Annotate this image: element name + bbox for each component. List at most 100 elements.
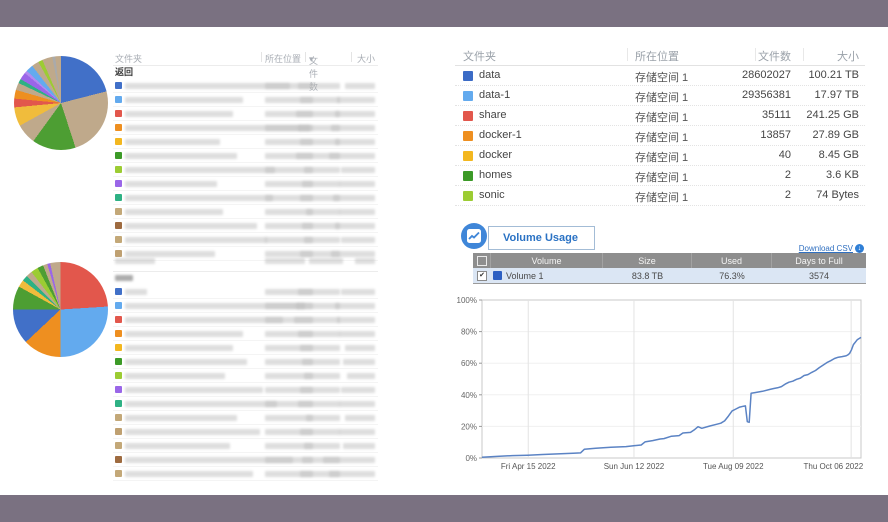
blurred-text (125, 111, 233, 117)
folder-color-icon (463, 191, 473, 201)
volume-checkbox[interactable]: ✔ (473, 268, 491, 283)
blurred-text (331, 251, 375, 257)
folder-size: 17.97 TB (814, 89, 859, 101)
header-filecount[interactable]: 文件数 (758, 51, 791, 63)
folder-location: 存储空间 1 (635, 172, 689, 184)
blurred-folder-row[interactable] (113, 219, 378, 233)
blurred-text (304, 167, 340, 173)
blurred-text (300, 139, 340, 145)
blurred-folder-row[interactable] (113, 411, 378, 425)
blurred-text (329, 471, 375, 477)
folder-color-icon (115, 302, 122, 309)
blurred-text (265, 209, 313, 215)
volume-usage-title: Volume Usage (503, 232, 578, 244)
blurred-folder-row[interactable] (113, 299, 378, 313)
blurred-folder-row[interactable] (113, 327, 378, 341)
header-location[interactable]: 所在位置 (635, 51, 679, 63)
header-volume[interactable]: Volume (491, 253, 603, 268)
pie-chart-bottom[interactable] (13, 262, 108, 357)
blurred-text (300, 429, 340, 435)
blurred-text (343, 443, 375, 449)
volume-row[interactable]: ✔ Volume 1 83.8 TB 76.3% 3574 (473, 268, 866, 284)
folder-row[interactable]: data 存储空间 1 28602027 100.21 TB (455, 66, 865, 86)
blurred-text (125, 139, 220, 145)
blurred-folder-row[interactable] (113, 341, 378, 355)
header-separator (755, 48, 756, 61)
download-csv-link[interactable]: Download CSV ↓ (799, 244, 864, 253)
folder-color-icon (115, 222, 122, 229)
header-folder[interactable]: 文件夹 (115, 54, 143, 64)
folder-name: share (479, 109, 507, 121)
blurred-folder-row[interactable] (113, 191, 378, 205)
blurred-text (125, 331, 243, 337)
volume-name-cell: Volume 1 (491, 268, 603, 283)
blurred-folder-row[interactable] (113, 79, 378, 93)
folder-name: data (479, 69, 501, 81)
folder-location: 存储空间 1 (635, 192, 689, 204)
folder-row[interactable]: homes 存储空间 1 2 3.6 KB (455, 166, 865, 186)
header-size[interactable]: Size (603, 253, 692, 268)
folder-row[interactable]: docker-1 存储空间 1 13857 27.89 GB (455, 126, 865, 146)
folder-size: 3.6 KB (825, 169, 859, 181)
volume-usage-icon (461, 223, 487, 249)
blurred-folder-row[interactable] (113, 177, 378, 191)
header-used[interactable]: Used (692, 253, 772, 268)
blurred-folder-row[interactable] (113, 163, 378, 177)
header-size[interactable]: 大小 (356, 54, 375, 64)
blurred-folder-row[interactable] (113, 149, 378, 163)
header-size[interactable]: 大小 (837, 51, 859, 63)
folder-color-icon (115, 96, 122, 103)
select-all-checkbox[interactable] (473, 253, 491, 268)
back-link-blurred[interactable] (113, 272, 378, 285)
blurred-text (265, 289, 313, 295)
blurred-folder-row[interactable] (113, 135, 378, 149)
blurred-folder-row[interactable] (113, 107, 378, 121)
blurred-text (265, 258, 305, 264)
header-location[interactable]: 所在位置 (265, 54, 302, 64)
back-link[interactable]: 返回 (115, 67, 134, 77)
header-days-to-full[interactable]: Days to Full (795, 255, 843, 266)
checkbox-icon (476, 255, 487, 266)
folder-color-icon (115, 400, 122, 407)
blurred-folder-row[interactable] (113, 93, 378, 107)
folder-color-icon (115, 442, 122, 449)
blurred-folder-row[interactable] (113, 285, 378, 299)
blurred-folder-row[interactable] (113, 369, 378, 383)
blurred-folder-row[interactable] (113, 313, 378, 327)
blurred-folder-row[interactable] (113, 205, 378, 219)
blurred-folder-row[interactable] (113, 233, 378, 247)
blurred-text (125, 125, 310, 131)
folder-row[interactable]: docker 存储空间 1 40 8.45 GB (455, 146, 865, 166)
blurred-text (302, 223, 340, 229)
blurred-folder-row[interactable] (113, 425, 378, 439)
folder-color-icon (115, 372, 122, 379)
volume-usage-tab[interactable]: Volume Usage (488, 226, 595, 250)
volume-table: Volume Size Used Days to Full ✔ Volume 1 8… (473, 253, 866, 284)
header-folder[interactable]: 文件夹 (463, 51, 496, 63)
blurred-folder-row[interactable] (113, 355, 378, 369)
blurred-text (341, 237, 375, 243)
blurred-folder-row[interactable] (113, 467, 378, 481)
folder-color-icon (115, 166, 122, 173)
folder-row[interactable]: sonic 存储空间 1 2 74 Bytes (455, 186, 865, 206)
pie-chart-top[interactable] (14, 56, 108, 150)
blurred-folder-row[interactable] (113, 383, 378, 397)
blurred-folder-row[interactable] (113, 439, 378, 453)
blurred-folder-row[interactable] (113, 397, 378, 411)
top-frame-bar (0, 0, 888, 27)
blurred-text (300, 471, 340, 477)
blurred-folder-row[interactable] (113, 121, 378, 135)
usage-line-chart: 0% 20% 40% 60% 80% 100% Fri Apr 15 2022 Sun Jun… (457, 296, 864, 471)
blurred-text (125, 345, 233, 351)
folder-row[interactable]: data-1 存储空间 1 29356381 17.97 TB (455, 86, 865, 106)
blurred-text (306, 209, 340, 215)
blurred-folder-row[interactable] (113, 453, 378, 467)
folder-row[interactable]: share 存储空间 1 35111 241.25 GB (455, 106, 865, 126)
folder-filecount: 13857 (760, 129, 791, 141)
download-icon: ↓ (855, 244, 864, 253)
bottom-frame-bar (0, 495, 888, 522)
blurred-folder-row[interactable] (113, 247, 378, 261)
folder-color-icon (115, 82, 122, 89)
blurred-text (347, 373, 375, 379)
blurred-text (125, 223, 257, 229)
